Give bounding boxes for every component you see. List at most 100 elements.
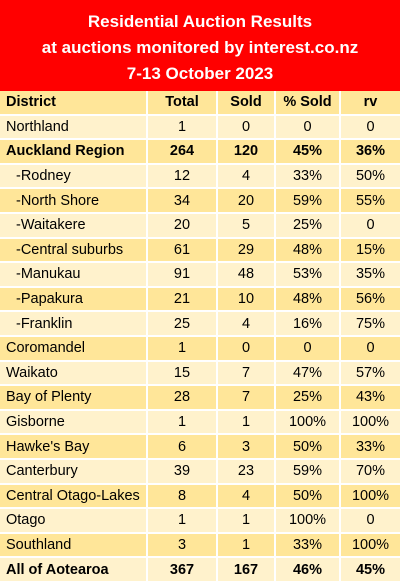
cell-sold: 0: [217, 114, 276, 141]
cell-rv: 56%: [340, 286, 400, 313]
cell-pct-sold: 53%: [275, 262, 341, 288]
cell-pct-sold: 25%: [275, 212, 341, 239]
cell-district: -Papakura: [0, 286, 148, 313]
cell-rv: 100%: [340, 409, 400, 436]
cell-sold: 3: [217, 434, 276, 460]
cell-rv: 50%: [340, 163, 400, 190]
cell-pct-sold: 25%: [275, 385, 341, 411]
cell-sold: 1: [217, 532, 276, 559]
column-header-rv: rv: [340, 91, 400, 116]
title-line-1: Residential Auction Results: [87, 12, 313, 31]
cell-pct-sold: 100%: [275, 409, 341, 436]
cell-rv: 0: [340, 508, 400, 534]
cell-sold: 23: [217, 458, 276, 485]
cell-sold: 1: [217, 409, 276, 436]
cell-district: -Rodney: [0, 163, 148, 190]
table-row: -North Shore 34 20 59% 55%: [0, 188, 400, 214]
cell-sold: 1: [217, 508, 276, 534]
table-row: Otago 1 1 100% 0: [0, 508, 400, 534]
cell-total: 20: [147, 212, 218, 239]
cell-sold: 29: [217, 237, 276, 264]
table-header-row: District Total Sold % Sold rv: [0, 91, 400, 116]
cell-rv: 0: [340, 212, 400, 239]
cell-pct-sold: 100%: [275, 508, 341, 534]
cell-total: 8: [147, 483, 218, 510]
table-row: -Manukau 91 48 53% 35%: [0, 262, 400, 288]
table-row: -Papakura 21 10 48% 56%: [0, 286, 400, 313]
cell-total: 34: [147, 188, 218, 214]
table-row: Waikato 15 7 47% 57%: [0, 360, 400, 387]
cell-rv: 70%: [340, 458, 400, 485]
cell-total: 6: [147, 434, 218, 460]
cell-total: 28: [147, 385, 218, 411]
table-row: Bay of Plenty 28 7 25% 43%: [0, 385, 400, 411]
cell-district: -Franklin: [0, 311, 148, 337]
cell-total: 3: [147, 532, 218, 559]
column-header-total: Total: [147, 91, 218, 116]
cell-pct-sold: 33%: [275, 163, 341, 190]
table-row: -Rodney 12 4 33% 50%: [0, 163, 400, 190]
cell-district: Northland: [0, 114, 148, 141]
cell-pct-sold: 48%: [275, 237, 341, 264]
cell-district: Gisborne: [0, 409, 148, 436]
cell-pct-sold: 46%: [275, 557, 341, 583]
cell-pct-sold: 50%: [275, 434, 341, 460]
cell-sold: 10: [217, 286, 276, 313]
cell-district: Otago: [0, 508, 148, 534]
cell-rv: 100%: [340, 532, 400, 559]
cell-total: 1: [147, 508, 218, 534]
cell-sold: 0: [217, 335, 276, 362]
cell-total: 1: [147, 409, 218, 436]
cell-sold: 7: [217, 360, 276, 387]
cell-rv: 57%: [340, 360, 400, 387]
cell-total: 1: [147, 335, 218, 362]
cell-total: 39: [147, 458, 218, 485]
cell-pct-sold: 47%: [275, 360, 341, 387]
cell-sold: 4: [217, 483, 276, 510]
cell-total: 91: [147, 262, 218, 288]
cell-total: 21: [147, 286, 218, 313]
results-table: District Total Sold % Sold rv Northland 1…: [0, 91, 400, 583]
table-row: Southland 3 1 33% 100%: [0, 532, 400, 559]
cell-total: 61: [147, 237, 218, 264]
table-row: -Franklin 25 4 16% 75%: [0, 311, 400, 337]
cell-district: Coromandel: [0, 335, 148, 362]
cell-sold: 5: [217, 212, 276, 239]
cell-rv: 45%: [340, 557, 400, 583]
title-line-3: 7-13 October 2023: [126, 64, 274, 83]
cell-rv: 43%: [340, 385, 400, 411]
cell-district: Central Otago-Lakes: [0, 483, 148, 510]
title-line-2: at auctions monitored by interest.co.nz: [41, 38, 359, 57]
cell-district: Canterbury: [0, 458, 148, 485]
cell-rv: 36%: [340, 139, 400, 165]
cell-pct-sold: 0: [275, 114, 341, 141]
cell-district: Southland: [0, 532, 148, 559]
table-row: Auckland Region 264 120 45% 36%: [0, 139, 400, 165]
cell-total: 12: [147, 163, 218, 190]
title-banner: Residential Auction Results at auctions …: [0, 0, 400, 91]
table-row: -Central suburbs 61 29 48% 15%: [0, 237, 400, 264]
cell-pct-sold: 59%: [275, 458, 341, 485]
table-row: Coromandel 1 0 0 0: [0, 335, 400, 362]
cell-rv: 75%: [340, 311, 400, 337]
cell-rv: 35%: [340, 262, 400, 288]
cell-sold: 4: [217, 163, 276, 190]
cell-rv: 100%: [340, 483, 400, 510]
cell-rv: 0: [340, 114, 400, 141]
cell-total: 15: [147, 360, 218, 387]
cell-sold: 120: [217, 139, 276, 165]
cell-district: Hawke's Bay: [0, 434, 148, 460]
cell-total: 25: [147, 311, 218, 337]
table-row: Canterbury 39 23 59% 70%: [0, 458, 400, 485]
cell-district: Auckland Region: [0, 139, 148, 165]
table-row: Northland 1 0 0 0: [0, 114, 400, 141]
cell-pct-sold: 0: [275, 335, 341, 362]
cell-total: 1: [147, 114, 218, 141]
cell-total: 264: [147, 139, 218, 165]
column-header-sold: Sold: [217, 91, 276, 116]
cell-pct-sold: 48%: [275, 286, 341, 313]
cell-district: -Manukau: [0, 262, 148, 288]
cell-sold: 167: [217, 557, 276, 583]
cell-pct-sold: 50%: [275, 483, 341, 510]
